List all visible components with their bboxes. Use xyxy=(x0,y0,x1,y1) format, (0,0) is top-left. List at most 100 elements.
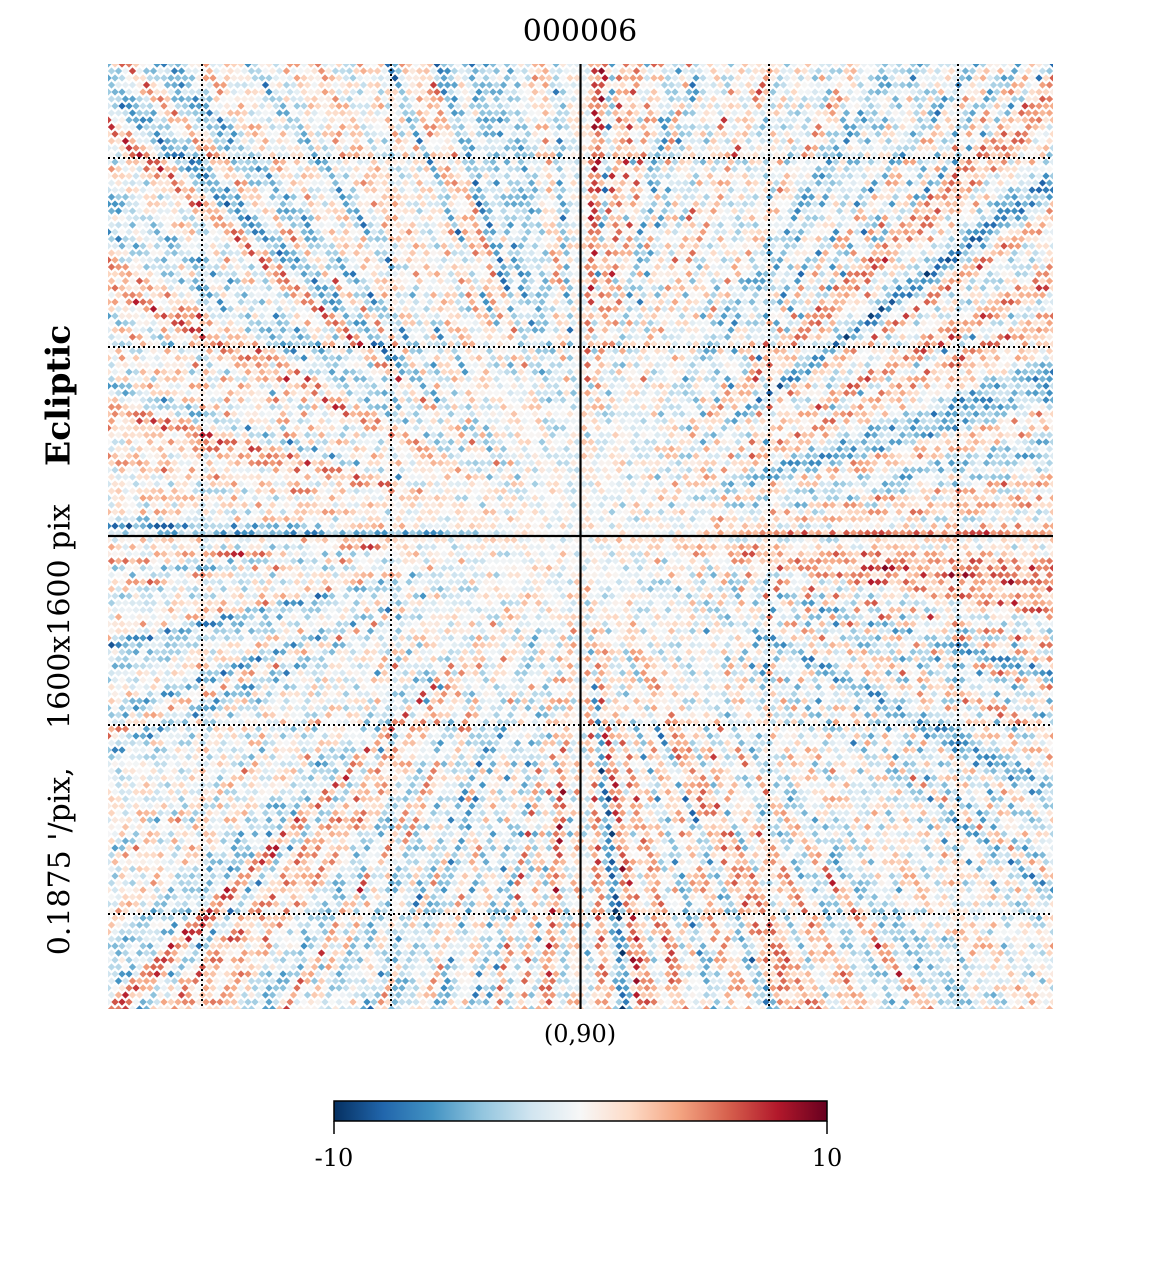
map-pixel xyxy=(174,130,181,137)
map-pixel xyxy=(608,64,615,68)
map-pixel xyxy=(801,95,808,102)
map-pixel xyxy=(237,64,244,68)
map-pixel xyxy=(612,137,619,144)
map-pixel xyxy=(115,81,122,88)
map-pixel xyxy=(472,109,479,116)
map-pixel xyxy=(591,95,598,102)
map-pixel xyxy=(566,88,573,95)
map-pixel xyxy=(167,130,174,137)
map-pixel xyxy=(923,88,930,95)
map-pixel xyxy=(668,81,675,88)
map-pixel xyxy=(563,81,570,88)
map-pixel xyxy=(489,88,496,95)
map-pixel xyxy=(591,67,598,74)
map-pixel xyxy=(493,81,500,88)
map-pixel xyxy=(153,64,160,68)
map-pixel xyxy=(1028,88,1035,95)
map-pixel xyxy=(290,123,297,130)
map-pixel xyxy=(353,95,360,102)
map-pixel xyxy=(356,74,363,81)
map-pixel xyxy=(853,74,860,81)
map-pixel xyxy=(601,88,608,95)
map-pixel xyxy=(993,64,1000,68)
map-pixel xyxy=(255,95,262,102)
map-pixel xyxy=(713,64,720,68)
map-pixel xyxy=(640,67,647,74)
map-pixel xyxy=(146,74,153,81)
map-pixel xyxy=(997,123,1004,130)
map-pixel xyxy=(437,81,444,88)
map-pixel xyxy=(167,116,174,123)
map-pixel xyxy=(538,116,545,123)
map-pixel xyxy=(668,67,675,74)
map-pixel xyxy=(108,130,112,137)
map-pixel xyxy=(342,64,349,68)
map-pixel xyxy=(206,67,213,74)
map-pixel xyxy=(545,64,552,68)
map-pixel xyxy=(703,67,710,74)
map-pixel xyxy=(1049,74,1053,81)
map-pixel xyxy=(972,74,979,81)
map-pixel xyxy=(815,67,822,74)
map-pixel xyxy=(899,81,906,88)
map-pixel xyxy=(724,81,731,88)
map-pixel xyxy=(230,74,237,81)
map-pixel xyxy=(881,130,888,137)
map-pixel xyxy=(209,74,216,81)
map-pixel xyxy=(136,67,143,74)
map-pixel xyxy=(115,95,122,102)
map-pixel xyxy=(874,102,881,109)
map-pixel xyxy=(916,74,923,81)
map-pixel xyxy=(601,130,608,137)
map-pixel xyxy=(769,116,776,123)
map-pixel xyxy=(713,74,720,81)
map-pixel xyxy=(293,74,300,81)
map-pixel xyxy=(181,64,188,68)
map-pixel xyxy=(227,123,234,130)
map-pixel xyxy=(164,67,171,74)
map-pixel xyxy=(1018,123,1025,130)
map-pixel xyxy=(920,67,927,74)
map-pixel xyxy=(720,74,727,81)
map-pixel xyxy=(937,74,944,81)
map-pixel xyxy=(948,109,955,116)
map-pixel xyxy=(227,67,234,74)
map-pixel xyxy=(115,67,122,74)
map-pixel xyxy=(444,81,451,88)
map-pixel xyxy=(636,88,643,95)
map-pixel xyxy=(811,102,818,109)
map-pixel xyxy=(244,64,251,68)
map-pixel xyxy=(657,102,664,109)
map-pixel xyxy=(304,137,311,144)
map-pixel xyxy=(353,81,360,88)
map-pixel xyxy=(328,74,335,81)
map-pixel xyxy=(881,102,888,109)
map-pixel xyxy=(755,64,762,68)
map-pixel xyxy=(517,64,524,68)
map-pixel xyxy=(265,130,272,137)
map-pixel xyxy=(272,102,279,109)
map-pixel xyxy=(423,109,430,116)
map-pixel xyxy=(843,95,850,102)
map-pixel xyxy=(531,130,538,137)
map-pixel xyxy=(153,102,160,109)
map-pixel xyxy=(220,137,227,144)
map-pixel xyxy=(888,130,895,137)
map-pixel xyxy=(1025,95,1032,102)
map-pixel xyxy=(874,88,881,95)
map-pixel xyxy=(325,67,332,74)
map-pixel xyxy=(986,64,993,68)
map-pixel xyxy=(234,95,241,102)
map-pixel xyxy=(223,130,230,137)
map-pixel xyxy=(825,74,832,81)
map-pixel xyxy=(150,95,157,102)
map-pixel xyxy=(276,67,283,74)
map-pixel xyxy=(325,81,332,88)
map-pixel xyxy=(458,95,465,102)
map-pixel xyxy=(269,67,276,74)
map-pixel xyxy=(465,81,472,88)
map-pixel xyxy=(377,102,384,109)
map-pixel xyxy=(185,95,192,102)
map-pixel xyxy=(937,130,944,137)
map-pixel xyxy=(307,88,314,95)
